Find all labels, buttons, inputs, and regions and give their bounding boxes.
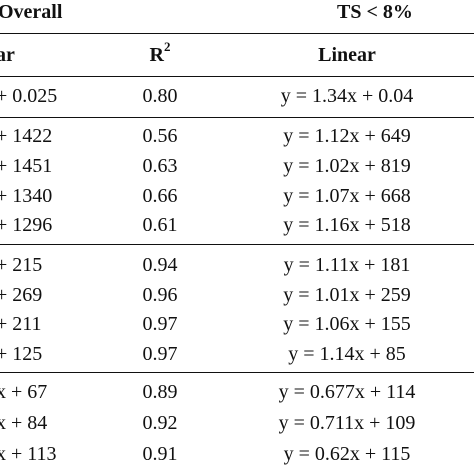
table-cell-left: + 1340 <box>0 185 53 207</box>
table-cell-left: + 1422 <box>0 125 53 147</box>
group-divider <box>0 244 474 245</box>
table-cell-left: + 1296 <box>0 214 53 236</box>
table-cell-left: + 0.025 <box>0 85 58 107</box>
table-cell-left: + 125 <box>0 343 43 365</box>
table-cell-left: + 269 <box>0 284 43 306</box>
table-cell-left: x + 67 <box>0 381 48 403</box>
group-divider <box>0 117 474 118</box>
header-bottom-rule <box>0 76 474 77</box>
table-cell-left: + 1451 <box>0 155 53 177</box>
header-col-r2-base: R <box>149 44 164 66</box>
header-group-overall: Overall <box>0 1 63 23</box>
group-divider <box>0 372 474 373</box>
header-divider <box>0 33 474 34</box>
table-cell-left: + 211 <box>0 313 42 335</box>
table-cell-left: x + 113 <box>0 443 57 465</box>
header-col-r2-sup: 2 <box>163 39 171 55</box>
header-col-left: ar <box>0 44 15 66</box>
header-group-ts: TS < 8% <box>337 1 413 23</box>
table-cell-left: x + 84 <box>0 412 48 434</box>
table-cell-left: + 215 <box>0 254 43 276</box>
